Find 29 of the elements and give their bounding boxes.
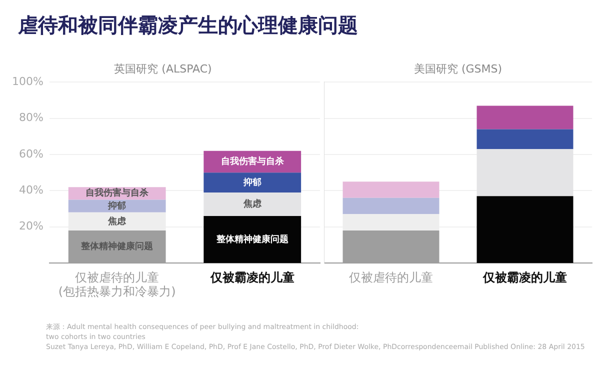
bar xyxy=(342,198,440,214)
text: 抑郁 xyxy=(243,178,262,188)
bar xyxy=(476,196,574,263)
x-tick-label: 仅被霸凌的儿童 xyxy=(482,270,567,284)
bar xyxy=(476,129,574,150)
series-label: 自我伤害与自杀 xyxy=(86,188,149,199)
y-tick-label: 40% xyxy=(18,184,44,197)
bar xyxy=(204,192,302,216)
x-tick-label: 仅被虐待的儿童 (包括热暴力和冷暴力) xyxy=(58,270,176,299)
bar xyxy=(204,216,302,263)
text: 自我伤害与自杀 xyxy=(220,157,284,168)
text: 焦虑 xyxy=(243,200,262,210)
text: 整体精神健康问题 xyxy=(216,234,288,245)
series-label: 抑郁 xyxy=(107,200,126,212)
x-tick-label: 仅被虐待的儿童 xyxy=(349,270,433,284)
series-label: 整体精神健康问题 xyxy=(80,241,154,252)
y-tick-label: 100% xyxy=(12,75,44,88)
y-tick-label: 80% xyxy=(18,111,44,124)
bar xyxy=(476,106,574,130)
chart-subtitle: 美国研究 (GSMS) xyxy=(414,62,502,76)
bar xyxy=(342,182,440,198)
bar xyxy=(204,172,302,192)
x-tick-label: 仅被霸凌的儿童 xyxy=(209,270,294,284)
bar xyxy=(68,200,166,212)
series-label: 焦虑 xyxy=(107,216,128,227)
y-tick-label: 20% xyxy=(18,220,44,233)
chart-subtitle: 英国研究 (ALSPAC) xyxy=(114,62,212,76)
chart-title: 虐待和被同伴霸凌产生的心理健康问题 xyxy=(16,12,359,39)
y-tick-label: 60% xyxy=(18,147,44,160)
